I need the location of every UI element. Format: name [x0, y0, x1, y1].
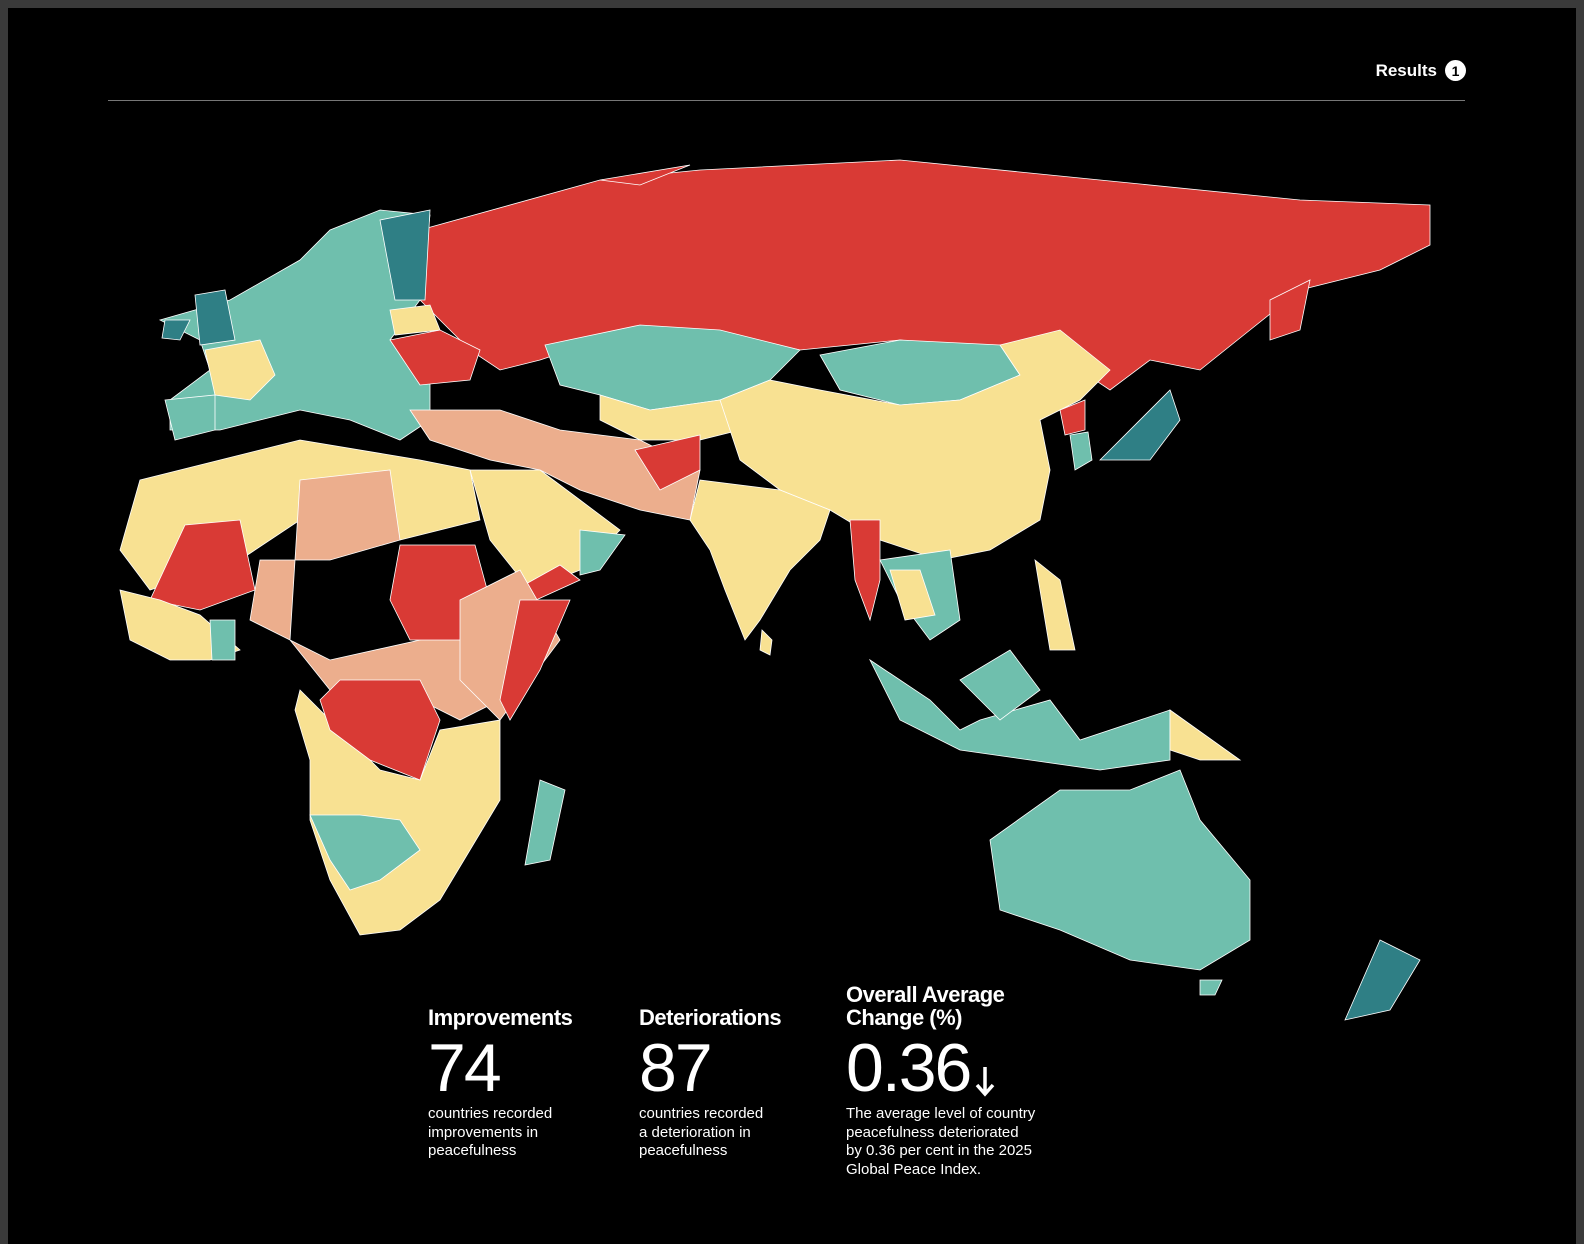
- region: [1034, 559, 1076, 651]
- region: [1199, 979, 1223, 996]
- stat-average-change: Overall Average Change (%) 0.36 The aver…: [846, 983, 1036, 1179]
- region: [759, 629, 773, 656]
- description-line: peacefulness: [639, 1142, 728, 1159]
- region: [959, 649, 1041, 721]
- region: [849, 519, 881, 622]
- stat-improvements: Improvements 74 countries recorded improv…: [428, 983, 628, 1161]
- panel: Results 1: [8, 8, 1576, 1244]
- region: [309, 814, 421, 891]
- stat-description: countries recorded improvements in peacefu…: [428, 1105, 628, 1161]
- region: [161, 319, 191, 341]
- world-map: [119, 159, 1431, 1021]
- stat-title: Improvements: [428, 1005, 573, 1030]
- stat-value: 87: [639, 1030, 713, 1106]
- description-line: countries recorded: [639, 1105, 764, 1122]
- stat-title: Deteriorations: [639, 1005, 782, 1030]
- stat-title: Overall Average Change (%): [846, 982, 1005, 1030]
- region: [149, 519, 256, 611]
- results-badge: 1: [1445, 60, 1466, 81]
- description-line: peacefulness deteriorated: [846, 1123, 1019, 1141]
- region: [599, 394, 741, 441]
- description-line: The average level of country: [846, 1105, 1036, 1122]
- region: [579, 529, 626, 576]
- region: [689, 479, 831, 641]
- region: [204, 339, 276, 401]
- region: [379, 209, 431, 301]
- region: [389, 329, 481, 386]
- region: [319, 679, 441, 781]
- description-line: peacefulness: [428, 1142, 517, 1159]
- region: [889, 569, 936, 621]
- region: [194, 289, 236, 346]
- region: [1099, 389, 1181, 461]
- region: [209, 619, 236, 661]
- results-button[interactable]: Results 1: [1376, 60, 1466, 81]
- description-line: by 0.36 per cent in the 2025: [846, 1142, 1032, 1159]
- stat-deteriorations: Deteriorations 87 countries recorded a de…: [639, 983, 839, 1161]
- region: [1344, 939, 1421, 1021]
- region: [599, 164, 691, 186]
- results-title: Results: [1375, 60, 1437, 80]
- region: [1059, 399, 1086, 436]
- region: [524, 779, 566, 866]
- stat-value: 74: [428, 1030, 502, 1106]
- region: [634, 434, 701, 491]
- stat-value: 0.36: [846, 1030, 972, 1106]
- stat-description: The average level of country peacefulness…: [846, 1105, 1036, 1179]
- description-line: Global Peace Index.: [846, 1160, 982, 1178]
- description-line: improvements in: [428, 1123, 539, 1141]
- description-line: countries recorded: [428, 1105, 553, 1122]
- stat-description: countries recorded a deterioration in peac…: [639, 1105, 839, 1161]
- down-arrow-icon: [976, 1067, 995, 1097]
- region: [409, 409, 701, 521]
- region: [499, 599, 571, 721]
- region: [989, 769, 1251, 971]
- divider: [108, 100, 1465, 101]
- region: [389, 304, 441, 336]
- region: [164, 394, 216, 441]
- description-line: a deterioration in: [639, 1123, 751, 1141]
- region: [1269, 279, 1311, 341]
- region: [1169, 709, 1242, 761]
- region: [1069, 431, 1093, 471]
